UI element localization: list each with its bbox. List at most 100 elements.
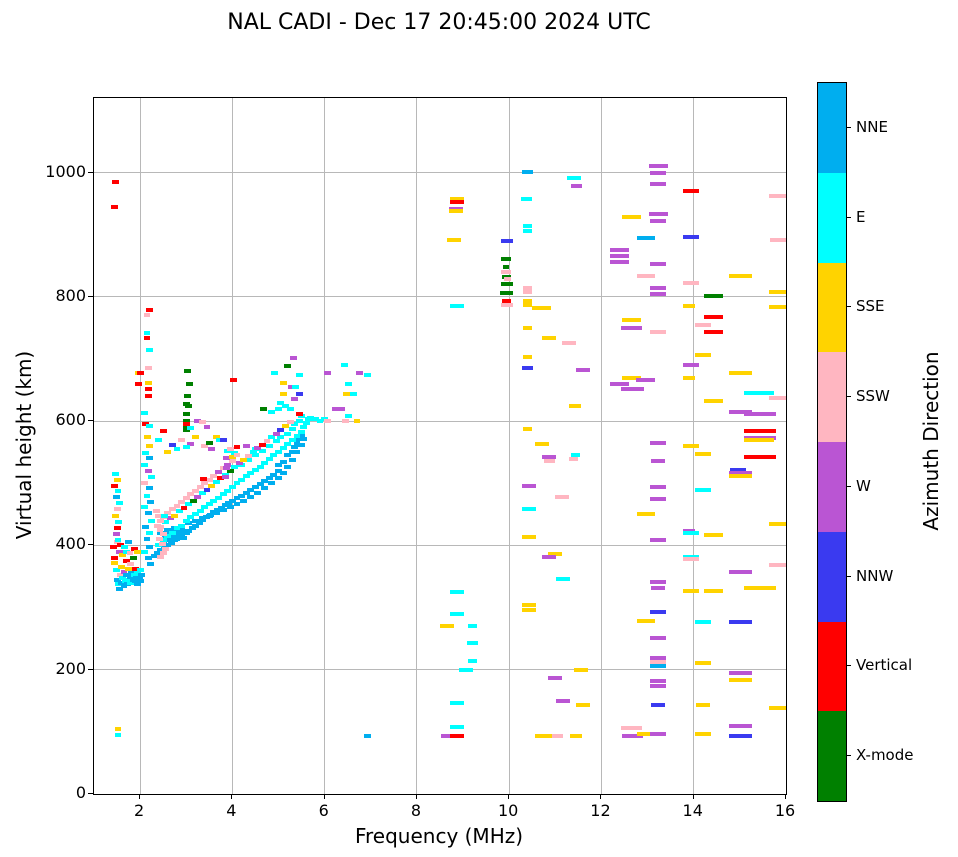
data-point-E	[523, 228, 533, 233]
data-point-W	[542, 455, 557, 460]
data-point-SSE	[694, 353, 712, 358]
data-point-E	[112, 471, 120, 476]
data-point-W	[650, 285, 667, 290]
data-point-E	[450, 724, 464, 729]
data-point-NNE	[261, 478, 269, 483]
data-point-SSE	[145, 444, 153, 448]
data-point-SSE	[113, 478, 121, 483]
data-point-E	[566, 175, 581, 180]
data-point-E	[114, 581, 122, 586]
data-point-E	[252, 453, 259, 458]
data-point-E	[345, 413, 353, 418]
colorbar-tick-mark	[846, 485, 851, 487]
data-point-NNE	[145, 544, 153, 549]
x-tick-mark	[692, 794, 694, 799]
data-point-NNE	[144, 555, 152, 560]
colorbar-category-label: NNE	[856, 117, 888, 136]
data-point-W	[203, 425, 211, 430]
data-point-SSE	[535, 442, 550, 447]
data-point-E	[279, 445, 287, 450]
data-point-SSW	[196, 485, 204, 489]
data-point-NNE	[214, 508, 222, 512]
data-point-E	[114, 488, 122, 493]
data-point-E	[694, 487, 712, 492]
chart-title: NAL CADI - Dec 17 20:45:00 2024 UTC	[227, 10, 651, 35]
data-point-E	[141, 504, 149, 509]
x-tick-mark	[323, 794, 325, 799]
data-point-E	[295, 419, 303, 424]
data-point-E	[162, 519, 169, 524]
data-point-NNE	[247, 488, 255, 493]
data-point-E	[275, 406, 282, 411]
data-point-X-mode	[185, 404, 193, 409]
data-point-NNE	[636, 236, 656, 241]
data-point-E	[284, 442, 292, 447]
data-point-SSW	[768, 396, 786, 401]
data-point-X-mode	[189, 498, 197, 503]
data-point-SSW	[683, 557, 700, 562]
data-point-NNE	[145, 486, 153, 491]
data-point-SSW	[569, 457, 579, 462]
data-point-NNE	[288, 450, 296, 455]
data-point-NNE	[212, 511, 220, 516]
data-point-W	[254, 446, 262, 451]
data-point-W	[208, 447, 216, 452]
data-point-NNW	[501, 238, 513, 243]
data-point-SSE	[704, 532, 723, 537]
data-point-Vertical	[180, 506, 188, 511]
data-point-E	[164, 534, 172, 539]
data-point-SSE	[729, 677, 753, 682]
data-point-NNW	[296, 392, 304, 397]
data-point-W	[194, 418, 202, 423]
plot-area	[93, 97, 787, 795]
data-point-SSW	[127, 562, 135, 567]
data-point-Vertical	[111, 555, 119, 560]
data-point-E	[185, 502, 193, 507]
y-axis-label: Virtual height (km)	[12, 350, 36, 540]
data-point-W	[650, 485, 667, 489]
data-point-W	[650, 440, 667, 445]
data-point-SSE	[694, 660, 712, 665]
data-point-NNE	[115, 586, 123, 591]
data-point-E	[112, 568, 120, 573]
data-point-SSE	[353, 418, 361, 423]
data-point-W	[729, 470, 753, 475]
data-point-NNE	[118, 580, 126, 585]
data-point-E	[694, 619, 712, 624]
data-point-NNE	[192, 518, 199, 523]
data-point-SSW	[504, 276, 512, 281]
data-point-SSW	[263, 439, 271, 444]
data-point-X-mode	[501, 256, 511, 261]
data-point-SSW	[245, 453, 252, 458]
data-point-E	[219, 491, 227, 496]
data-point-X-mode	[704, 294, 723, 299]
data-point-NNE	[256, 481, 264, 486]
data-point-E	[275, 449, 282, 454]
data-point-E	[245, 458, 252, 463]
data-point-E	[224, 488, 232, 493]
data-point-W	[649, 164, 668, 169]
data-point-X-mode	[501, 282, 513, 287]
colorbar-segment-X-mode	[818, 711, 846, 801]
data-point-W	[743, 412, 776, 417]
data-point-E	[134, 570, 142, 575]
data-point-E	[141, 549, 149, 554]
x-tick-label: 12	[590, 801, 611, 820]
data-point-E	[298, 429, 306, 434]
data-point-E	[228, 485, 236, 489]
data-point-X-mode	[226, 468, 234, 473]
data-point-NNW	[219, 438, 227, 443]
data-point-E	[143, 493, 151, 498]
data-point-E	[321, 416, 329, 421]
data-point-NNE	[164, 543, 172, 548]
data-point-SSW	[157, 554, 165, 559]
colorbar-segment-SSE	[818, 262, 846, 353]
colorbar-tick-mark	[846, 665, 851, 667]
y-gridline	[94, 669, 786, 671]
data-point-W	[235, 461, 243, 466]
data-point-E	[212, 480, 220, 485]
data-point-SSW	[116, 573, 124, 578]
data-point-NNW	[651, 702, 666, 707]
data-point-NNE	[136, 579, 144, 584]
data-point-W	[570, 183, 583, 188]
